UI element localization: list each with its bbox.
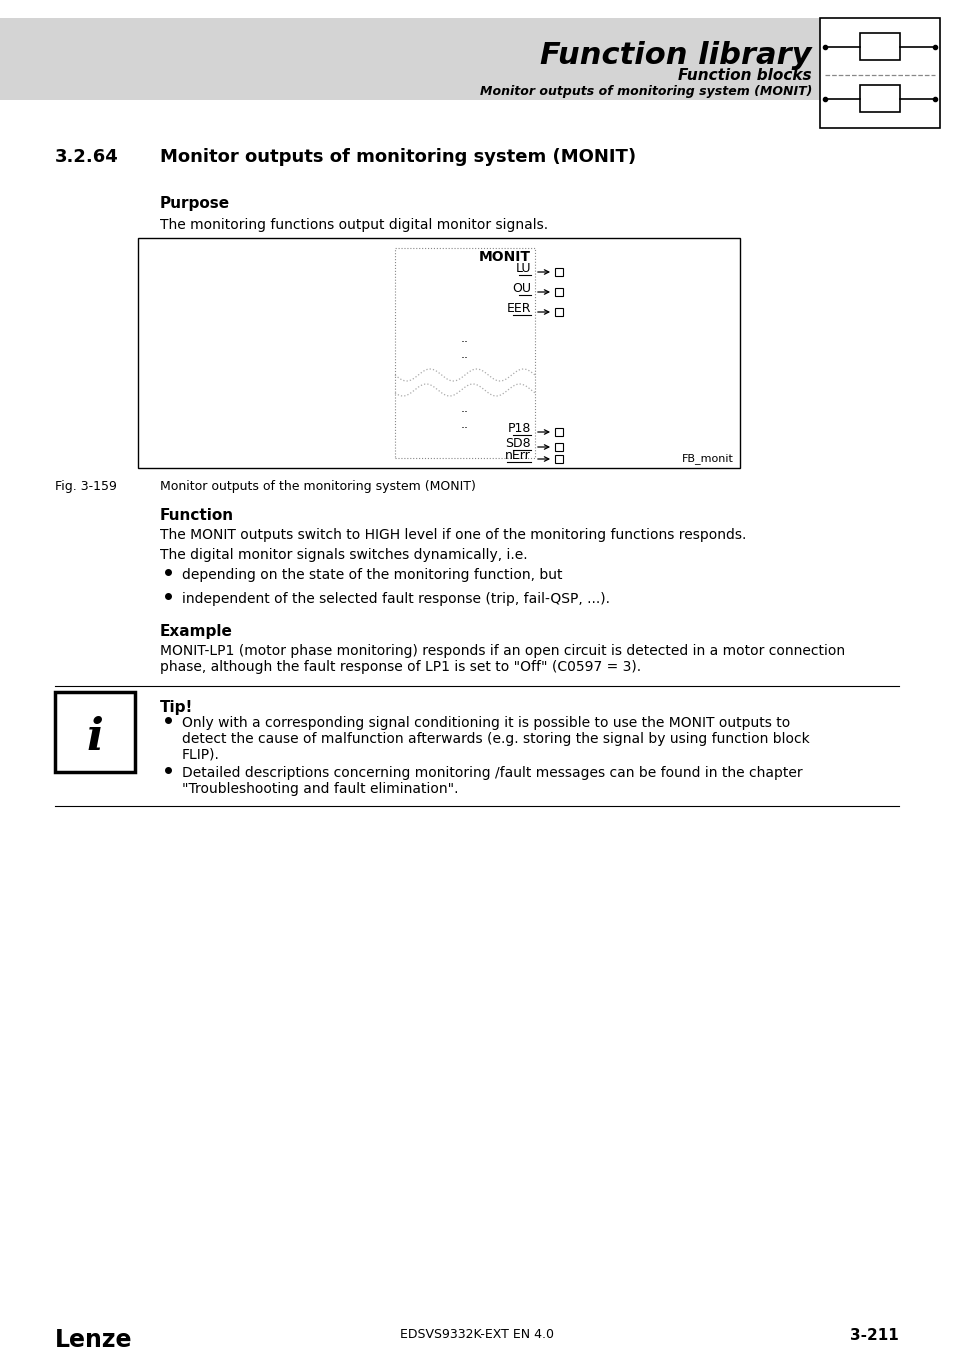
Text: Lenze: Lenze bbox=[55, 1328, 132, 1350]
Text: Function blocks: Function blocks bbox=[678, 69, 811, 84]
Bar bbox=[555, 455, 562, 463]
Text: depending on the state of the monitoring function, but: depending on the state of the monitoring… bbox=[182, 568, 562, 582]
Text: FLIP).: FLIP). bbox=[182, 748, 219, 761]
Text: ..: .. bbox=[460, 332, 469, 344]
Bar bbox=[555, 428, 562, 436]
Text: independent of the selected fault response (trip, fail-QSP, ...).: independent of the selected fault respon… bbox=[182, 593, 609, 606]
Text: nErr: nErr bbox=[505, 450, 531, 462]
Text: The digital monitor signals switches dynamically, i.e.: The digital monitor signals switches dyn… bbox=[160, 548, 527, 562]
Text: MONIT-LP1 (motor phase monitoring) responds if an open circuit is detected in a : MONIT-LP1 (motor phase monitoring) respo… bbox=[160, 644, 844, 657]
Text: i: i bbox=[87, 716, 103, 759]
Text: LU: LU bbox=[515, 262, 531, 275]
Bar bbox=[859, 85, 899, 112]
Text: Only with a corresponding signal conditioning it is possible to use the MONIT ou: Only with a corresponding signal conditi… bbox=[182, 716, 789, 730]
Text: Monitor outputs of the monitoring system (MONIT): Monitor outputs of the monitoring system… bbox=[160, 481, 476, 493]
Text: 3-211: 3-211 bbox=[849, 1328, 898, 1343]
Text: Monitor outputs of monitoring system (MONIT): Monitor outputs of monitoring system (MO… bbox=[160, 148, 636, 166]
Text: ..: .. bbox=[460, 417, 469, 431]
Text: The MONIT outputs switch to HIGH level if one of the monitoring functions respon: The MONIT outputs switch to HIGH level i… bbox=[160, 528, 745, 541]
Text: Detailed descriptions concerning monitoring /fault messages can be found in the : Detailed descriptions concerning monitor… bbox=[182, 765, 801, 780]
Text: Example: Example bbox=[160, 624, 233, 639]
Bar bbox=[0, 18, 820, 100]
Bar bbox=[555, 288, 562, 296]
Bar bbox=[55, 693, 135, 772]
Bar bbox=[395, 248, 535, 458]
Text: "Troubleshooting and fault elimination".: "Troubleshooting and fault elimination". bbox=[182, 782, 458, 796]
Text: Function: Function bbox=[160, 508, 233, 522]
Bar bbox=[820, 18, 939, 128]
Text: Monitor outputs of monitoring system (MONIT): Monitor outputs of monitoring system (MO… bbox=[479, 85, 811, 99]
Text: The monitoring functions output digital monitor signals.: The monitoring functions output digital … bbox=[160, 217, 548, 232]
Text: EDSVS9332K-EXT EN 4.0: EDSVS9332K-EXT EN 4.0 bbox=[399, 1328, 554, 1341]
Text: P18: P18 bbox=[507, 423, 531, 435]
Text: ..: .. bbox=[460, 401, 469, 414]
Text: 3.2.64: 3.2.64 bbox=[55, 148, 118, 166]
Text: ..: .. bbox=[460, 348, 469, 362]
Text: SD8: SD8 bbox=[505, 437, 531, 450]
Bar bbox=[555, 443, 562, 451]
Bar bbox=[555, 269, 562, 275]
Text: Purpose: Purpose bbox=[160, 196, 230, 211]
Text: OU: OU bbox=[512, 282, 531, 296]
Text: detect the cause of malfunction afterwards (e.g. storing the signal by using fun: detect the cause of malfunction afterwar… bbox=[182, 732, 809, 747]
Bar bbox=[859, 32, 899, 59]
Bar bbox=[555, 308, 562, 316]
Text: Tip!: Tip! bbox=[160, 701, 193, 716]
Text: phase, although the fault response of LP1 is set to "Off" (C0597 = 3).: phase, although the fault response of LP… bbox=[160, 660, 640, 674]
Bar bbox=[138, 238, 740, 468]
Text: Function library: Function library bbox=[540, 40, 811, 69]
Text: FB_monit: FB_monit bbox=[681, 454, 733, 464]
Text: Fig. 3-159: Fig. 3-159 bbox=[55, 481, 117, 493]
Text: MONIT: MONIT bbox=[478, 250, 531, 265]
Text: EER: EER bbox=[506, 302, 531, 315]
